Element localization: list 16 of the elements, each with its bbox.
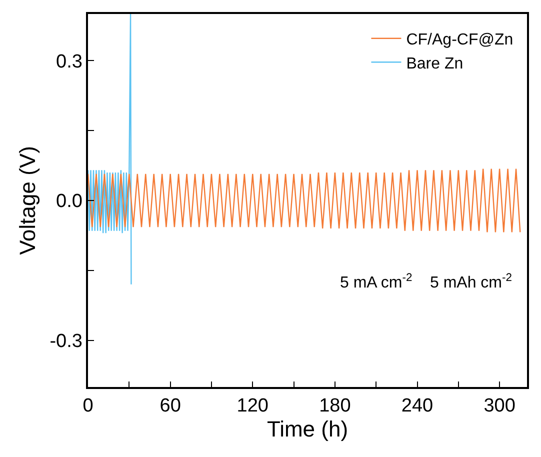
y-axis-title: Voltage (V) [15, 146, 40, 255]
y-tick-label: 0.3 [56, 51, 82, 72]
x-axis-title: Time (h) [266, 416, 348, 442]
y-tick-label: 0.0 [56, 191, 82, 212]
x-tick-label: 60 [160, 396, 181, 417]
line-series [88, 168, 521, 233]
legend-label: Bare Zn [406, 55, 464, 72]
y-tick-label: -0.3 [50, 331, 82, 352]
text: 5 mA cm$^{-2}$ 5 mAh cm$^{-2}$ [340, 272, 512, 292]
x-tick-label: 240 [401, 396, 434, 417]
x-tick-label: 180 [319, 396, 351, 417]
line-series [88, 14, 132, 286]
x-tick-label: 300 [484, 396, 516, 417]
x-tick-label: 0 [82, 396, 94, 417]
legend-label: CF/Ag-CF@Zn [406, 32, 514, 49]
x-tick-label: 120 [236, 396, 268, 417]
